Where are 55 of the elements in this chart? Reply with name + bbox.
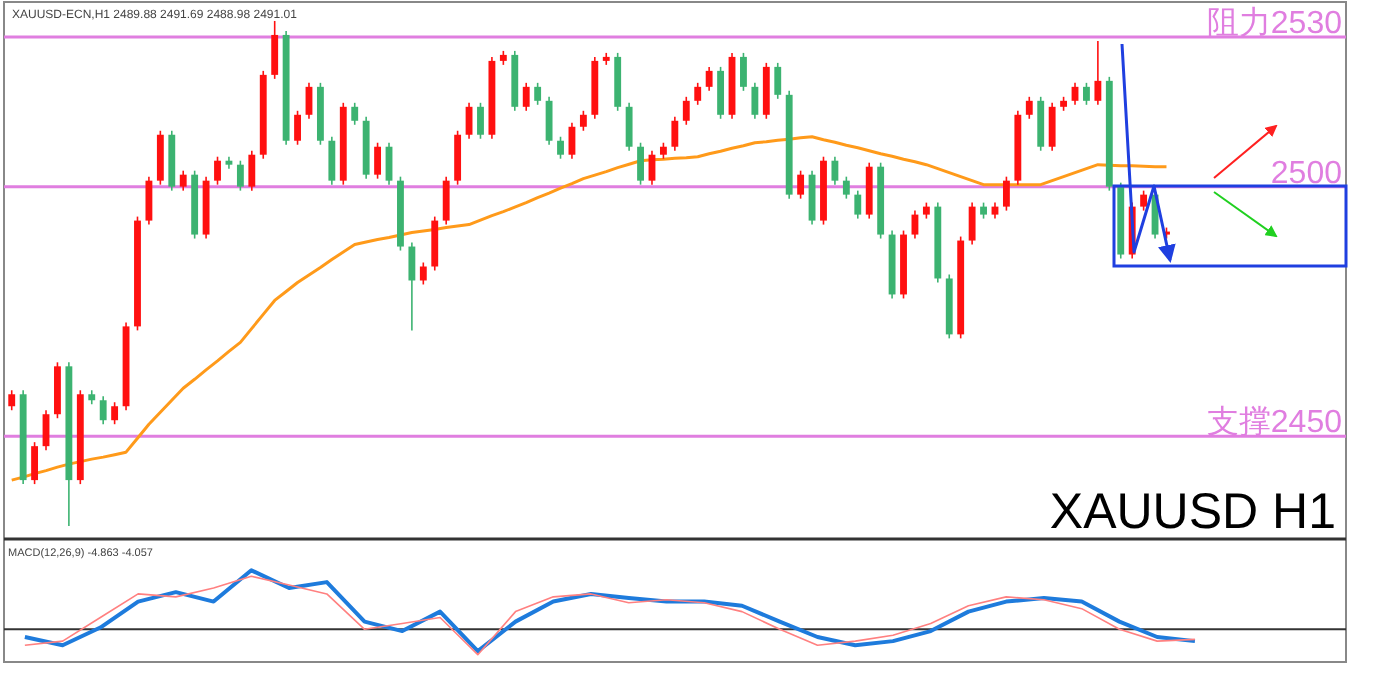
candlestick bbox=[522, 82, 530, 112]
candlestick bbox=[534, 82, 542, 106]
ref-line-label: 2500 bbox=[1270, 156, 1343, 191]
ref-line-label: 阻力2530 bbox=[1206, 4, 1343, 41]
candlestick bbox=[1002, 175, 1010, 212]
candlestick bbox=[557, 135, 564, 160]
candlestick bbox=[477, 102, 484, 140]
candlestick bbox=[214, 155, 221, 186]
candlestick bbox=[111, 401, 119, 426]
candlestick bbox=[351, 102, 359, 126]
candlestick bbox=[8, 389, 16, 412]
candlestick bbox=[774, 62, 782, 100]
candlestick bbox=[156, 129, 164, 186]
candlestick bbox=[236, 159, 244, 192]
candlestick bbox=[248, 149, 256, 192]
candlestick bbox=[694, 82, 702, 106]
candlestick bbox=[637, 141, 644, 186]
candlestick bbox=[1037, 96, 1045, 152]
candlestick bbox=[442, 175, 450, 226]
candlestick bbox=[419, 261, 427, 286]
candlestick bbox=[671, 115, 679, 152]
candlestick bbox=[54, 361, 61, 420]
candlestick bbox=[328, 135, 336, 186]
candlestick bbox=[454, 129, 462, 186]
candlestick bbox=[740, 52, 747, 92]
candlestick bbox=[579, 110, 587, 132]
candlestick bbox=[374, 141, 382, 180]
ref-line-label: 支撑2450 bbox=[1206, 404, 1343, 441]
candlestick bbox=[865, 161, 873, 220]
candlestick bbox=[1025, 96, 1033, 120]
candlestick bbox=[294, 110, 301, 146]
candlestick bbox=[1048, 102, 1056, 152]
candlestick bbox=[179, 169, 187, 192]
candlestick bbox=[408, 241, 416, 332]
candlestick bbox=[751, 82, 759, 120]
candlestick bbox=[1094, 40, 1102, 106]
candlestick bbox=[31, 441, 39, 485]
candlestick bbox=[271, 20, 279, 80]
candlestick bbox=[682, 96, 690, 126]
candlestick bbox=[854, 189, 862, 220]
candlestick bbox=[625, 102, 633, 152]
candlestick bbox=[717, 66, 725, 120]
candlestick bbox=[99, 395, 107, 426]
candlestick bbox=[1083, 82, 1090, 106]
candlestick bbox=[797, 169, 805, 200]
candlestick bbox=[545, 96, 553, 146]
candlestick bbox=[968, 201, 976, 246]
candlestick bbox=[705, 66, 713, 92]
candlestick bbox=[842, 175, 850, 200]
annotation: XAUUSD H1 bbox=[1049, 484, 1336, 540]
candlestick bbox=[431, 215, 439, 272]
candlestick bbox=[1140, 189, 1148, 212]
candlestick bbox=[831, 155, 839, 186]
candlestick bbox=[145, 175, 153, 226]
candlestick bbox=[762, 62, 770, 120]
